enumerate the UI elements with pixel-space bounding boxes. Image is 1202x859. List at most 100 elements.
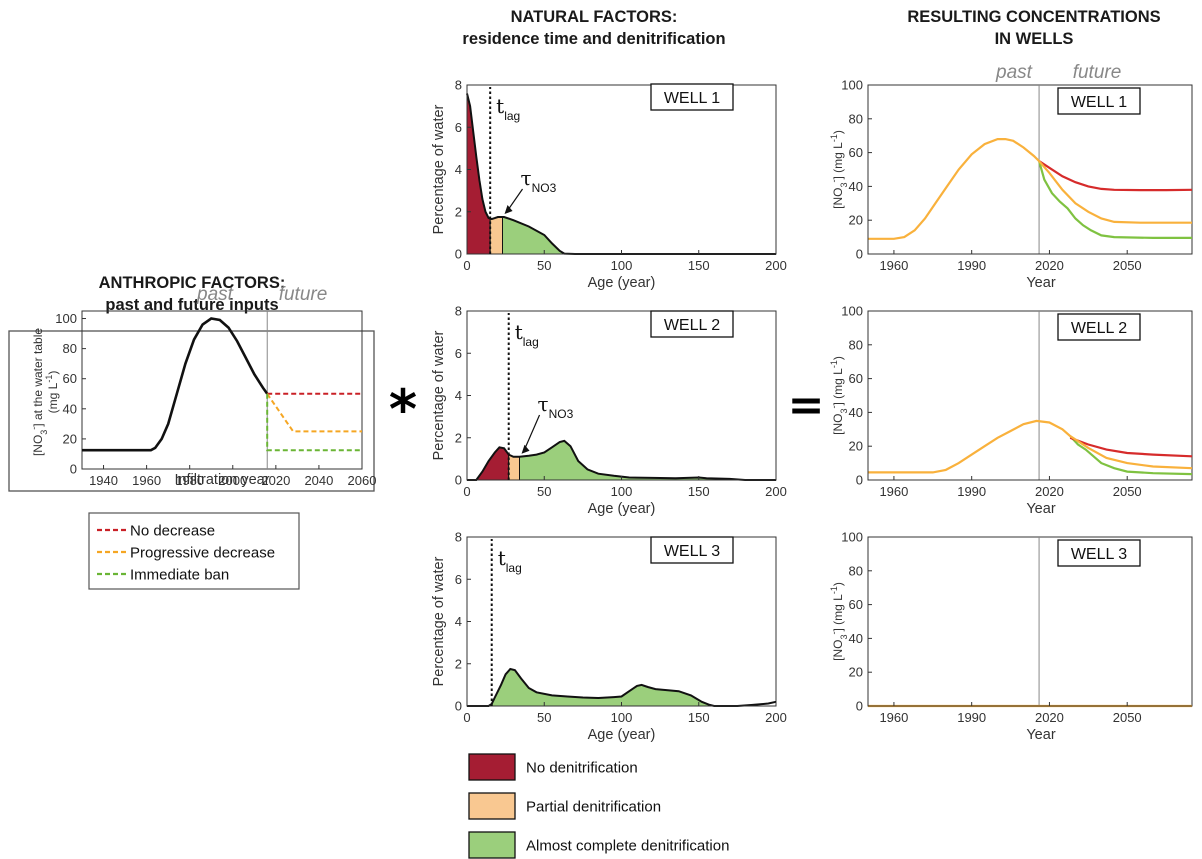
y-tick-label: 60 xyxy=(849,145,863,160)
t-lag-label: tlag xyxy=(515,320,539,349)
y-axis-label: Percentage of water xyxy=(431,556,447,686)
y-tick-label: 40 xyxy=(63,401,77,416)
x-tick-label: 1960 xyxy=(879,710,908,725)
series-no-decrease xyxy=(1069,436,1193,458)
y-tick-label: 2 xyxy=(455,430,462,445)
well-label: WELL 2 xyxy=(1071,320,1127,337)
y-tick-label: 60 xyxy=(849,597,863,612)
y-tick-label: 40 xyxy=(849,405,863,420)
x-tick-label: 2020 xyxy=(1035,258,1064,273)
y-tick-label: 80 xyxy=(849,111,863,126)
plot-frame xyxy=(867,536,1193,707)
legend-swatch xyxy=(468,831,516,859)
x-tick-label: 200 xyxy=(765,484,787,499)
y-tick-label: 40 xyxy=(849,631,863,646)
x-tick-label: 2060 xyxy=(348,473,377,488)
well3-distribution-chart: 0 50 100 150 200 0 2 4 6 8 tlag WELL 3 Age (year) Per… xyxy=(431,530,787,744)
y-tick-label: 20 xyxy=(63,431,77,446)
past-label: past xyxy=(196,284,234,305)
natural-heading-line1: NATURAL FACTORS: xyxy=(511,8,678,26)
y-tick-label: 20 xyxy=(849,665,863,680)
x-axis-label: Age (year) xyxy=(588,501,656,517)
y-tick-label: 60 xyxy=(63,371,77,386)
tau-arrow-head xyxy=(521,444,530,454)
x-tick-label: 100 xyxy=(611,484,633,499)
well-label: WELL 1 xyxy=(1071,94,1127,111)
y-tick-label: 2 xyxy=(455,656,462,671)
t-lag-label: tlag xyxy=(496,94,520,123)
denitrification-legend: No denitrification Partial denitrificatio… xyxy=(468,753,729,859)
x-axis-label: Infiltration year xyxy=(174,472,269,488)
x-tick-label: 150 xyxy=(688,710,710,725)
future-label: future xyxy=(1073,62,1122,83)
y-tick-label: 4 xyxy=(455,388,462,403)
y-tick-label: 0 xyxy=(856,473,863,488)
distribution-curve xyxy=(466,93,776,255)
x-tick-label: 1990 xyxy=(957,258,986,273)
plot-frame xyxy=(81,310,363,470)
y-tick-label: 80 xyxy=(63,341,77,356)
well-label-box xyxy=(650,83,734,111)
equals-symbol: = xyxy=(788,380,825,431)
x-tick-label: 2020 xyxy=(1035,484,1064,499)
x-tick-label: 100 xyxy=(611,710,633,725)
x-axis-label: Year xyxy=(1026,275,1055,291)
y-tick-label: 4 xyxy=(455,614,462,629)
zone-partial-denitrification xyxy=(489,216,503,255)
y-tick-label: 8 xyxy=(455,530,462,545)
inputs-chart: 1940 1960 1980 2000 2020 2040 2060020406080100… xyxy=(29,284,376,488)
y-tick-label: 0 xyxy=(856,699,863,714)
y-tick-label: 4 xyxy=(455,162,462,177)
well-label-box xyxy=(650,310,734,338)
x-axis-label: Year xyxy=(1026,727,1055,743)
x-tick-label: 2050 xyxy=(1113,258,1142,273)
well2-concentration-chart: 1960 1990 2020 2050 0 20 40 60 80 100 WELL 2 Year [N… xyxy=(829,304,1193,517)
tau-arrow-shaft xyxy=(522,414,541,453)
x-tick-label: 200 xyxy=(765,258,787,273)
x-axis-label: Age (year) xyxy=(588,275,656,291)
y-tick-label: 0 xyxy=(455,247,462,262)
x-tick-label: 2020 xyxy=(1035,710,1064,725)
series-progressive-decrease xyxy=(266,393,362,433)
legend-label: Progressive decrease xyxy=(130,545,275,562)
y-tick-label: 100 xyxy=(841,78,863,93)
anthropic-frame xyxy=(8,330,375,492)
well3-concentration-chart: 1960 1990 2020 2050 0 20 40 60 80 100 WELL 3 Year [N… xyxy=(829,530,1193,743)
x-tick-label: 2040 xyxy=(304,473,333,488)
series-no-decrease xyxy=(1038,160,1193,192)
x-tick-label: 50 xyxy=(537,484,551,499)
well-label: WELL 2 xyxy=(664,317,720,334)
zone-no-denitrification xyxy=(475,446,510,481)
x-axis-label: Age (year) xyxy=(588,727,656,743)
x-tick-label: 150 xyxy=(688,484,710,499)
x-tick-label: 1960 xyxy=(879,258,908,273)
y-tick-label: 20 xyxy=(849,213,863,228)
x-tick-label: 50 xyxy=(537,258,551,273)
x-tick-label: 2050 xyxy=(1113,484,1142,499)
y-tick-label: 20 xyxy=(849,439,863,454)
well1-concentration-chart: past future 1960 1990 2020 2050 0 20 40 60 80 100 WE… xyxy=(829,62,1193,291)
x-tick-label: 2000 xyxy=(218,473,247,488)
legend-swatch xyxy=(468,792,516,820)
convolution-symbol: * xyxy=(389,378,417,441)
legend-label: Partial denitrification xyxy=(526,799,661,816)
y-tick-label: 0 xyxy=(455,473,462,488)
past-label: past xyxy=(995,62,1033,83)
x-tick-label: 0 xyxy=(463,710,470,725)
tau-arrow-head xyxy=(504,205,513,215)
anthropic-heading-line2: past and future inputs xyxy=(105,296,278,314)
x-tick-label: 1960 xyxy=(132,473,161,488)
x-tick-label: 2050 xyxy=(1113,710,1142,725)
y-tick-label: 0 xyxy=(455,699,462,714)
series-progressive-decrease xyxy=(868,419,1193,474)
y-axis-label: [NO3-] (mg L-1) xyxy=(829,130,849,209)
y-tick-label: 6 xyxy=(455,120,462,135)
inputs-legend: No decrease Progressive decrease Immediate… xyxy=(97,523,275,584)
well-label: WELL 3 xyxy=(664,543,720,560)
well-label-box xyxy=(650,536,734,564)
well-label: WELL 1 xyxy=(664,90,720,107)
x-tick-label: 200 xyxy=(765,710,787,725)
well-label-box xyxy=(1057,539,1141,567)
y-axis-label-line2: (mg L-1) xyxy=(44,371,60,414)
